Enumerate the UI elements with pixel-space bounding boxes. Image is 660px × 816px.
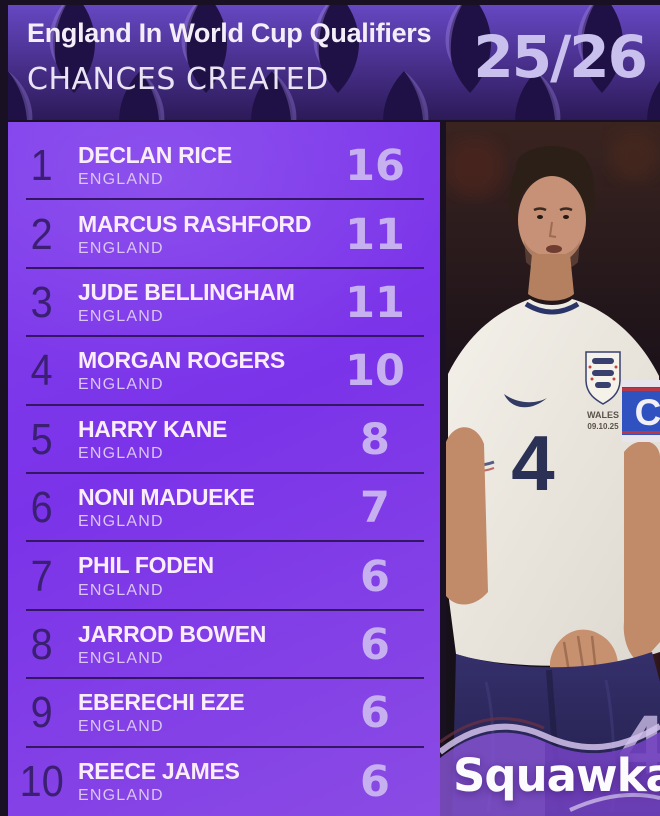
table-row: 3 JUDE BELLINGHAM ENGLAND 11 <box>8 269 440 338</box>
row-value: 6 <box>360 551 390 602</box>
row-player-name: DECLAN RICE <box>78 142 232 169</box>
season-badge: 25/26 <box>473 23 648 91</box>
squawka-logo: Squawka <box>453 749 660 802</box>
ranking-panel: 1 DECLAN RICE ENGLAND 16 2 MARCUS RASHFO… <box>8 122 440 816</box>
player-face <box>518 176 586 264</box>
row-value: 6 <box>360 688 390 739</box>
header-pattern-background <box>8 5 660 120</box>
player-illustration: WALES 09.10.25 4 C 4 <box>446 122 660 816</box>
captain-armband: C <box>622 380 660 442</box>
table-row: 9 EBERECHI EZE ENGLAND 6 <box>8 679 440 748</box>
row-player-info: JUDE BELLINGHAM ENGLAND <box>70 280 316 326</box>
row-player-name: HARRY KANE <box>78 415 228 442</box>
ranking-rows: 1 DECLAN RICE ENGLAND 16 2 MARCUS RASHFO… <box>8 132 440 816</box>
row-player-info: NONI MADUEKE ENGLAND <box>70 485 316 531</box>
page-title: England In World Cup Qualifiers <box>27 18 432 48</box>
row-team: ENGLAND <box>78 650 164 667</box>
player-hair-top <box>516 146 588 186</box>
row-player-name: MORGAN ROGERS <box>78 347 285 374</box>
row-rank: 2 <box>30 209 53 259</box>
row-value: 10 <box>345 346 405 397</box>
row-team: ENGLAND <box>78 581 164 599</box>
row-player-name: NONI MADUEKE <box>78 484 255 511</box>
nike-swoosh-icon <box>504 394 547 408</box>
player-eyebrow <box>559 207 573 212</box>
row-team: ENGLAND <box>78 239 164 257</box>
row-rank: 6 <box>30 483 53 533</box>
row-player-name: JUDE BELLINGHAM <box>78 278 295 305</box>
table-row: 8 JARROD BOWEN ENGLAND 6 <box>8 611 440 680</box>
row-team: ENGLAND <box>78 376 164 394</box>
row-player-name: JARROD BOWEN <box>78 620 267 647</box>
row-team: ENGLAND <box>78 171 164 189</box>
header: England In World Cup Qualifiers CHANCES … <box>8 5 660 120</box>
row-team: ENGLAND <box>78 786 164 804</box>
player-photo: WALES 09.10.25 4 C 4 <box>446 122 660 816</box>
match-opponent-label: WALES <box>587 410 619 420</box>
row-player-info: DECLAN RICE ENGLAND <box>70 143 316 189</box>
row-value: 11 <box>345 277 405 328</box>
row-rank: 8 <box>30 619 53 669</box>
row-rank: 3 <box>30 277 53 327</box>
table-row: 1 DECLAN RICE ENGLAND 16 <box>8 132 440 201</box>
match-date-label: 09.10.25 <box>587 422 619 431</box>
row-player-info: PHIL FODEN ENGLAND <box>70 553 316 599</box>
table-row: 2 MARCUS RASHFORD ENGLAND 11 <box>8 200 440 270</box>
player-neck <box>528 254 574 301</box>
row-player-info: MARCUS RASHFORD ENGLAND <box>70 210 316 258</box>
row-value: 6 <box>360 756 390 807</box>
row-rank: 9 <box>30 688 53 738</box>
player-right-arm <box>446 427 488 605</box>
row-value: 6 <box>360 619 390 670</box>
shirt-number: 4 <box>511 419 554 507</box>
armband-letter: C <box>635 392 660 433</box>
row-player-name: MARCUS RASHFORD <box>78 210 312 237</box>
row-value: 7 <box>360 483 390 534</box>
table-row: 7 PHIL FODEN ENGLAND 6 <box>8 542 440 612</box>
row-value: 8 <box>360 414 390 465</box>
row-player-name: EBERECHI EZE <box>78 689 245 716</box>
table-row: 5 HARRY KANE ENGLAND 8 <box>8 406 440 475</box>
player-left-arm <box>623 441 660 662</box>
row-team: ENGLAND <box>78 444 164 462</box>
page-subtitle: CHANCES CREATED <box>27 62 329 97</box>
crowd-blur-blob <box>608 130 660 182</box>
row-value: 11 <box>345 209 405 260</box>
row-player-info: JARROD BOWEN ENGLAND <box>70 622 316 668</box>
player-eye <box>563 215 569 219</box>
table-row: 10 REECE JAMES ENGLAND 6 <box>8 748 440 816</box>
row-rank: 7 <box>30 551 53 601</box>
row-team: ENGLAND <box>78 308 164 326</box>
row-player-info: HARRY KANE ENGLAND <box>70 417 316 463</box>
row-player-name: PHIL FODEN <box>78 552 214 579</box>
row-rank: 5 <box>30 414 53 464</box>
row-player-info: MORGAN ROGERS ENGLAND <box>70 348 316 394</box>
england-crest-icon <box>585 351 621 405</box>
table-row: 4 MORGAN ROGERS ENGLAND 10 <box>8 337 440 406</box>
row-team: ENGLAND <box>78 513 164 531</box>
player-nose <box>548 221 557 238</box>
row-player-info: EBERECHI EZE ENGLAND <box>70 690 316 736</box>
player-eye <box>537 215 543 219</box>
row-rank: 10 <box>19 756 64 806</box>
player-mouth <box>546 245 562 253</box>
player-eyebrow <box>533 207 547 212</box>
row-team: ENGLAND <box>78 718 164 736</box>
row-player-name: REECE JAMES <box>78 757 240 784</box>
row-value: 16 <box>345 141 405 192</box>
table-row: 6 NONI MADUEKE ENGLAND 7 <box>8 474 440 543</box>
row-player-info: REECE JAMES ENGLAND <box>70 757 316 805</box>
crowd-blur-blob <box>446 138 504 198</box>
shirt-collar <box>524 301 580 315</box>
row-rank: 1 <box>30 141 53 191</box>
row-rank: 4 <box>30 346 53 396</box>
